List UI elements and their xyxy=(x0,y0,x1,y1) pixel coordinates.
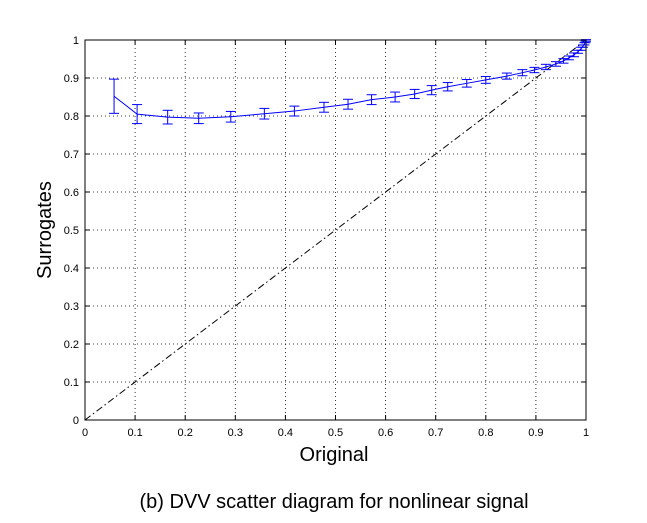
y-tick-label: 0.3 xyxy=(64,301,79,313)
y-tick-label: 0.5 xyxy=(64,225,79,237)
x-axis-label: Original xyxy=(300,444,369,466)
y-tick-label: 0.1 xyxy=(64,377,79,389)
y-tick-label: 0.9 xyxy=(64,73,79,85)
axes-box xyxy=(84,39,587,421)
x-tick-label: 1 xyxy=(583,427,589,439)
x-tick-label: 0.8 xyxy=(478,427,493,439)
y-axis-label: Surrogates xyxy=(34,181,56,279)
x-tick-label: 0.9 xyxy=(528,427,543,439)
x-tick-label: 0.5 xyxy=(328,427,343,439)
y-tick-label: 0.6 xyxy=(64,187,79,199)
x-tick-label: 0.2 xyxy=(178,427,193,439)
y-tick-label: 0 xyxy=(73,415,79,427)
y-tick-label: 0.7 xyxy=(64,149,79,161)
x-tick-label: 0.1 xyxy=(127,427,142,439)
y-tick-label: 0.2 xyxy=(64,339,79,351)
y-tick-label: 1 xyxy=(73,35,79,47)
plot-area: 0 0.1 0.2 0.3 0.4 0.5 0.6 0.7 0.8 0.9 1 0 0.1 0.2 0.3 0… xyxy=(64,35,591,439)
y-tick-label: 0.4 xyxy=(64,263,79,275)
reference-diagonal-line xyxy=(84,39,587,421)
x-tick-label: 0.7 xyxy=(428,427,443,439)
x-tick-label: 0 xyxy=(82,427,88,439)
y-tick-label: 0.8 xyxy=(64,111,79,123)
figure-caption: (b) DVV scatter diagram for nonlinear si… xyxy=(139,491,528,513)
x-tick-label: 0.6 xyxy=(378,427,393,439)
x-tick-label: 0.4 xyxy=(278,427,293,439)
x-tick-label: 0.3 xyxy=(228,427,243,439)
